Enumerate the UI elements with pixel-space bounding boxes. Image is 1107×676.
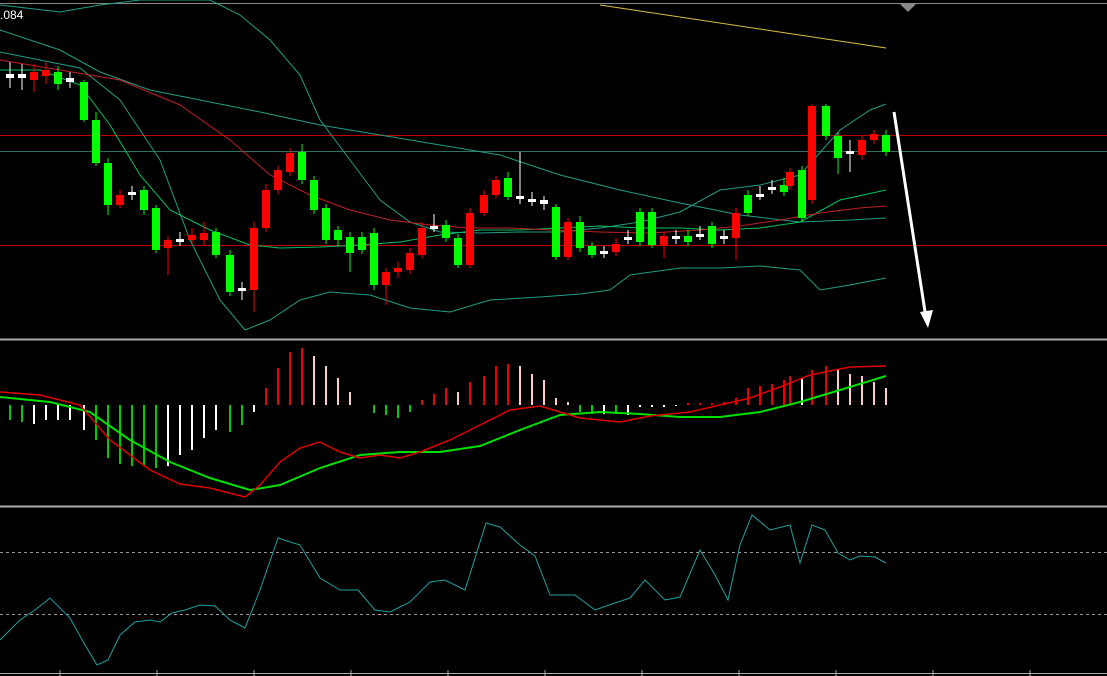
candle-body — [504, 178, 512, 197]
candle-body — [808, 106, 816, 200]
macd-line — [0, 365, 887, 498]
candle-body — [116, 195, 124, 205]
candle-body — [588, 246, 596, 255]
candle-body — [42, 70, 50, 76]
time-ticks — [59, 670, 1031, 676]
candle-body — [212, 232, 220, 255]
candle-body — [80, 82, 88, 120]
candle-body — [480, 195, 488, 213]
candle-body — [164, 240, 172, 248]
candle-body — [516, 196, 524, 199]
candle-body — [310, 180, 318, 210]
candle-body — [744, 195, 752, 213]
candle-body — [92, 120, 100, 163]
candle-body — [786, 172, 794, 186]
candle-body — [274, 170, 282, 190]
candle-body — [540, 200, 548, 204]
candle-body — [552, 207, 560, 257]
candle-body — [756, 194, 764, 197]
candle-body — [188, 235, 196, 240]
candle-body — [600, 251, 608, 254]
candle-body — [732, 213, 740, 238]
candle-body — [200, 233, 208, 240]
candle-body — [708, 226, 716, 244]
arrow-head — [920, 310, 933, 328]
candle-body — [720, 236, 728, 239]
candle-body — [660, 236, 668, 245]
candle-body — [870, 134, 878, 140]
candle-body — [370, 233, 378, 285]
candle-body — [576, 222, 584, 248]
candle-body — [624, 237, 632, 240]
candle-body — [334, 230, 342, 240]
candle-body — [128, 192, 136, 195]
bollinger-upper — [0, 0, 887, 234]
candle-body — [250, 228, 258, 290]
candle-body — [140, 190, 148, 210]
candle-body — [564, 222, 572, 257]
candle-body — [768, 187, 776, 190]
candle-body — [430, 226, 438, 229]
candle-body — [442, 225, 450, 238]
candle-body — [696, 234, 704, 237]
candle-body — [18, 74, 26, 78]
candle-body — [152, 208, 160, 250]
candle-body — [822, 106, 830, 136]
candle-body — [418, 228, 426, 255]
candle-body — [834, 136, 842, 158]
candle-body — [262, 190, 270, 228]
candle-body — [54, 72, 62, 84]
candle-body — [382, 272, 390, 285]
candle-body — [528, 199, 536, 202]
candle-body — [322, 208, 330, 240]
candle-body — [612, 244, 620, 252]
candle-body — [66, 78, 74, 82]
price-label: .084 — [0, 8, 24, 22]
candle-body — [492, 180, 500, 195]
candle-body — [298, 152, 306, 180]
candle-body — [798, 170, 806, 218]
candle-body — [238, 288, 246, 291]
candle-body — [466, 213, 474, 265]
candle-body — [672, 236, 680, 239]
candle-body — [648, 212, 656, 245]
candle-body — [30, 72, 38, 80]
candle-body — [636, 212, 644, 242]
bollinger-lower — [0, 51, 887, 331]
candle-body — [858, 140, 866, 155]
candle-body — [406, 253, 414, 270]
candle-body — [684, 236, 692, 242]
candle-body — [286, 153, 294, 172]
candles — [6, 62, 890, 312]
forecast-arrow — [892, 111, 928, 319]
rsi-line — [0, 514, 887, 666]
candle-body — [882, 135, 890, 152]
macd-signal — [0, 375, 887, 492]
candle-body — [6, 74, 14, 78]
shift-marker — [900, 4, 916, 12]
candle-body — [358, 237, 366, 250]
candle-body — [394, 268, 402, 272]
candle-body — [104, 163, 112, 205]
candle-body — [454, 238, 462, 265]
candle-body — [780, 185, 788, 192]
candle-body — [226, 255, 234, 292]
moving-average — [0, 29, 887, 223]
trend-line — [599, 4, 887, 49]
candle-body — [846, 151, 854, 154]
candle-body — [346, 237, 354, 253]
candle-body — [176, 239, 184, 242]
